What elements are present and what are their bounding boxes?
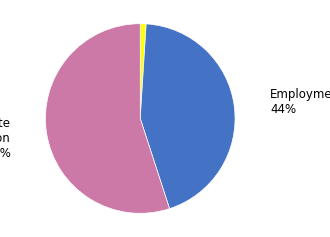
Wedge shape	[46, 24, 170, 213]
Text: Post-graduate
Education
55%: Post-graduate Education 55%	[0, 118, 11, 160]
Wedge shape	[140, 24, 146, 119]
Wedge shape	[140, 24, 235, 209]
Text: Employment
44%: Employment 44%	[270, 88, 330, 116]
Text: Other
1%: Other 1%	[127, 0, 161, 2]
